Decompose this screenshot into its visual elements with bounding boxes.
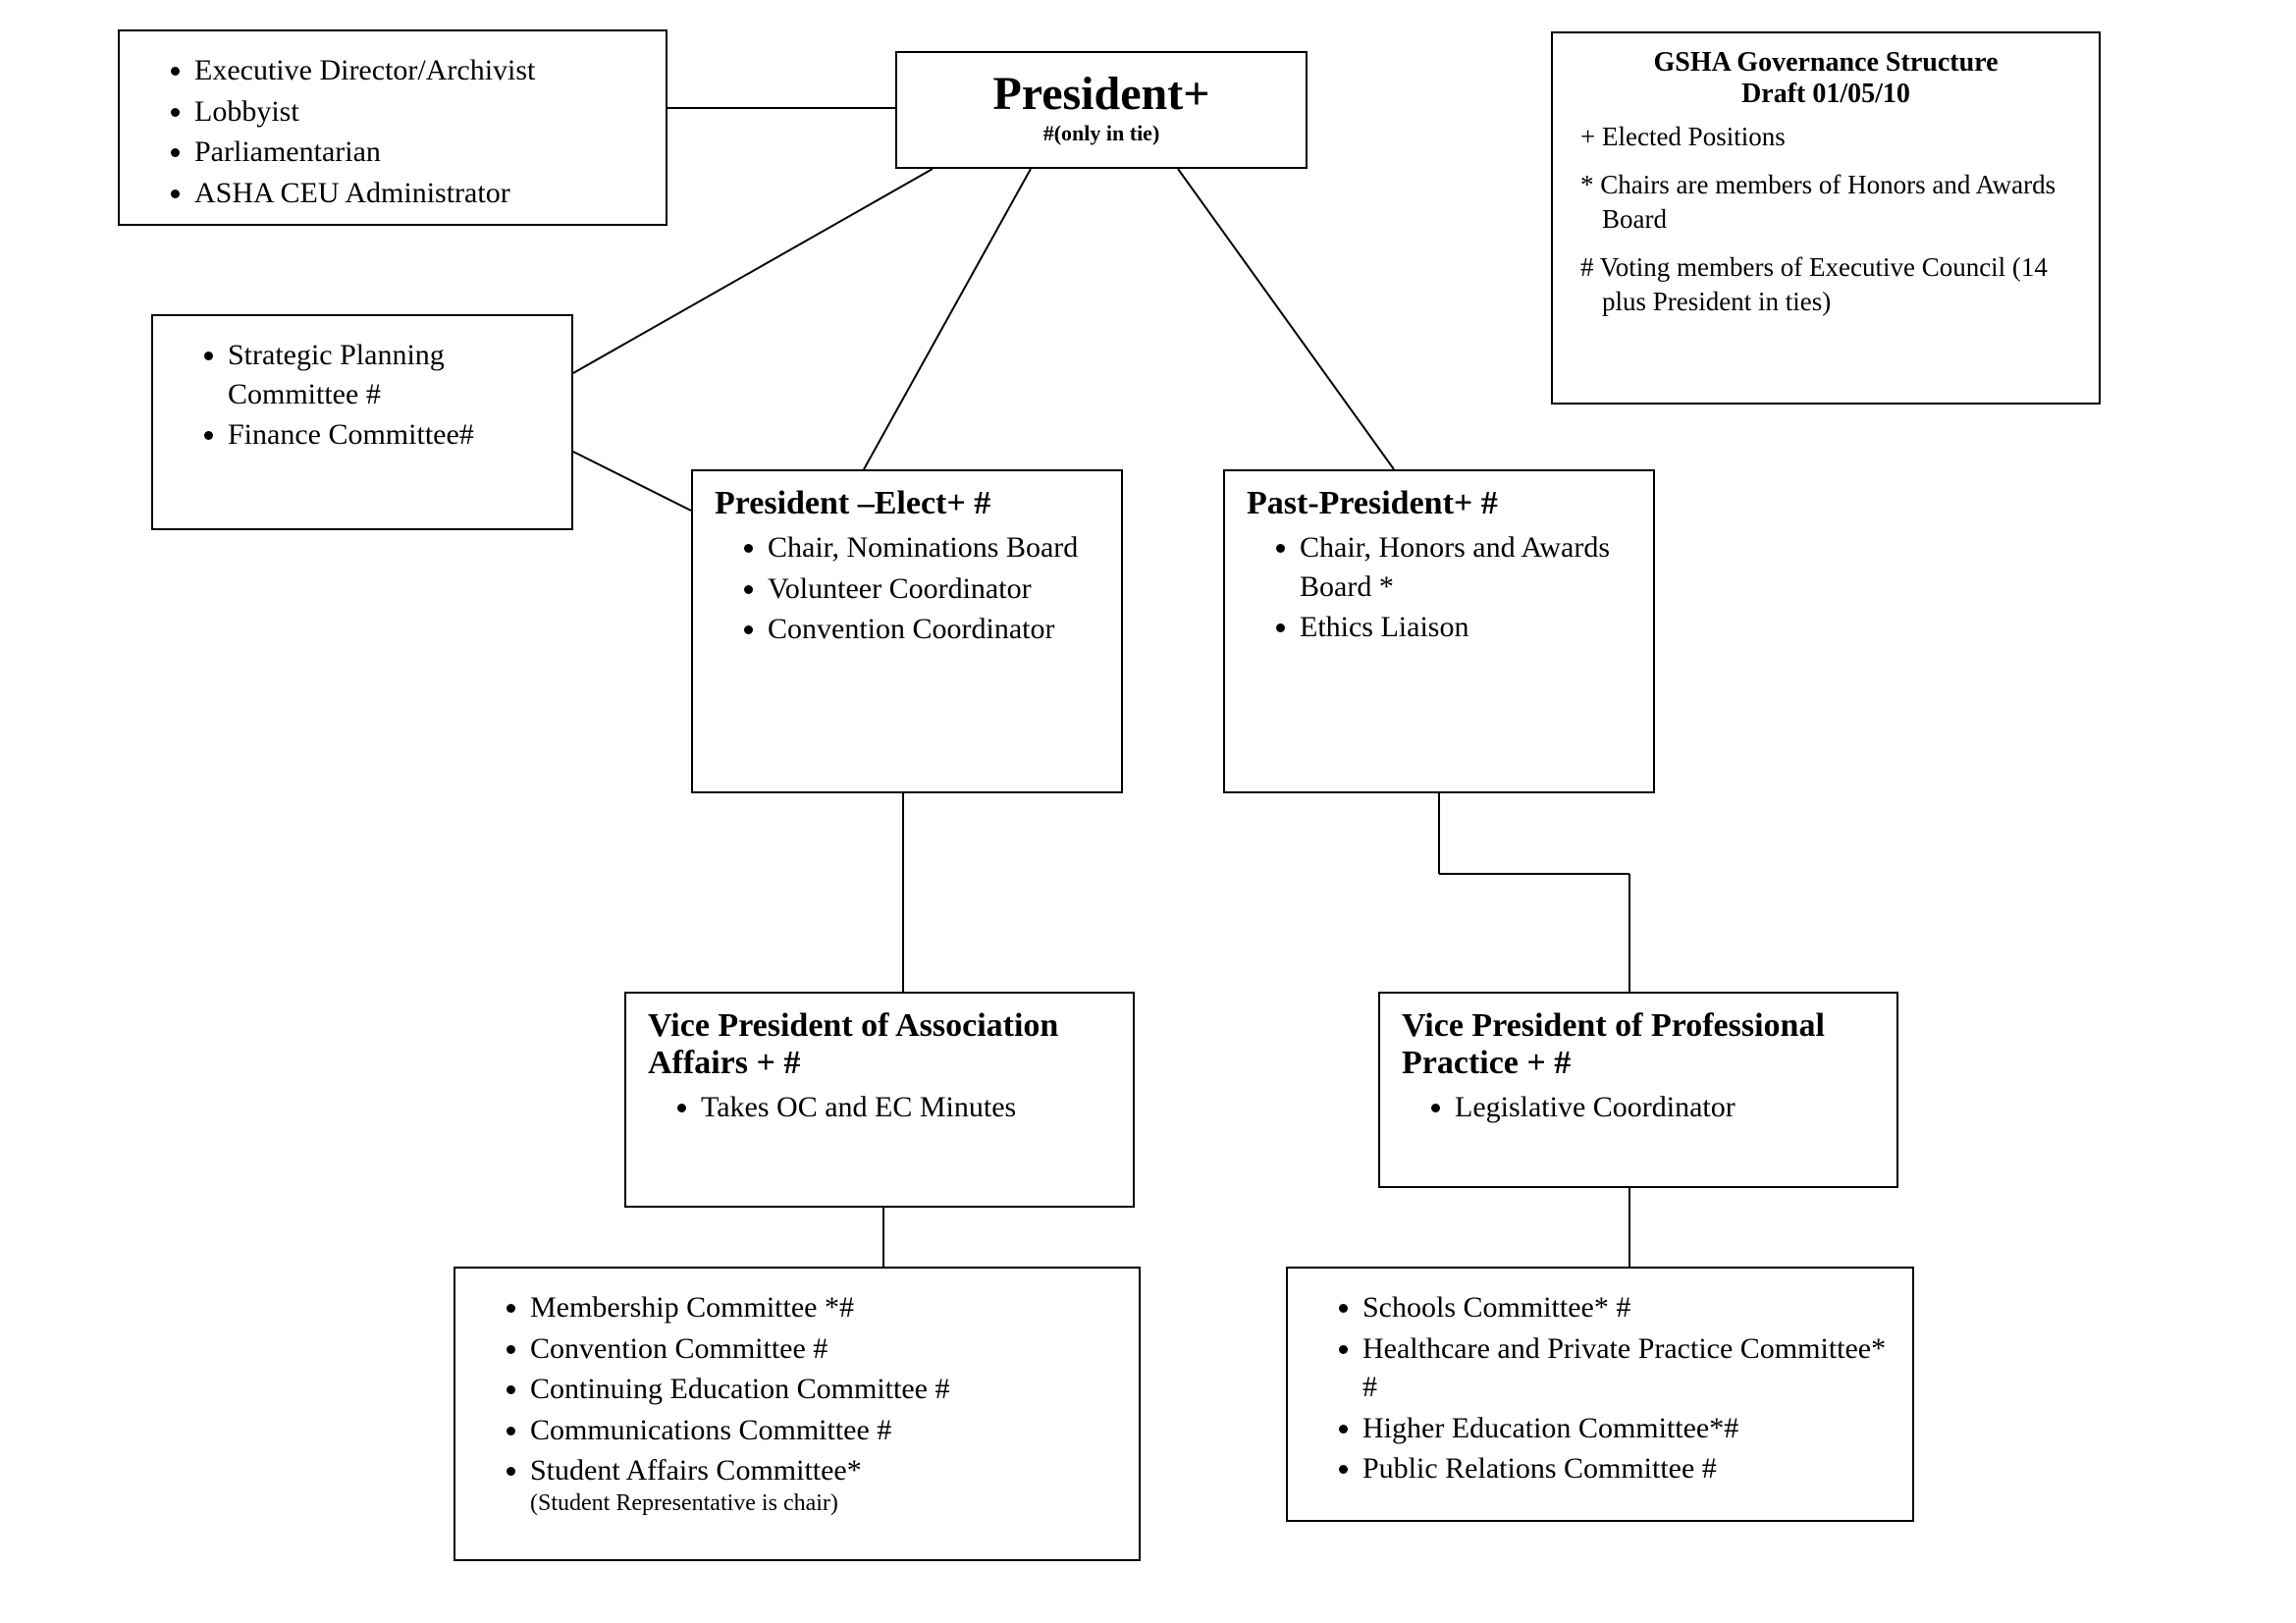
president-elect-heading: President –Elect+ # [715, 485, 1099, 522]
past-president-heading: Past-President+ # [1247, 485, 1631, 522]
support-staff-box: Executive Director/ArchivistLobbyistParl… [118, 29, 667, 226]
strategic-finance-box: Strategic Planning Committee #Finance Co… [151, 314, 573, 530]
student-rep-note: (Student Representative is chair) [530, 1490, 1117, 1517]
list-item: Schools Committee* # [1362, 1288, 1891, 1327]
strategic-finance-list: Strategic Planning Committee #Finance Co… [175, 336, 550, 455]
president-elect-box: President –Elect+ # Chair, Nominations B… [691, 469, 1123, 793]
org-chart-canvas: Executive Director/ArchivistLobbyistParl… [0, 0, 2296, 1623]
list-item: Student Affairs Committee* [530, 1451, 1117, 1490]
vp-professional-box: Vice President of Professional Practice … [1378, 992, 1898, 1188]
past-president-list: Chair, Honors and Awards Board *Ethics L… [1247, 528, 1631, 647]
list-item: Chair, Honors and Awards Board * [1300, 528, 1631, 606]
president-box: President+ #(only in tie) [895, 51, 1308, 169]
president-title: President+ [919, 67, 1284, 121]
list-item: Convention Committee # [530, 1329, 1117, 1369]
professional-committees-list: Schools Committee* #Healthcare and Priva… [1309, 1288, 1891, 1488]
vp-association-heading: Vice President of Association Affairs + … [648, 1007, 1111, 1082]
professional-committees-box: Schools Committee* #Healthcare and Priva… [1286, 1267, 1914, 1522]
list-item: Public Relations Committee # [1362, 1449, 1891, 1488]
list-item: Continuing Education Committee # [530, 1370, 1117, 1409]
list-item: ASHA CEU Administrator [194, 174, 644, 213]
list-item: Membership Committee *# [530, 1288, 1117, 1327]
legend-item: + Elected Positions [1596, 120, 2077, 154]
list-item: Strategic Planning Committee # [228, 336, 550, 413]
vp-association-box: Vice President of Association Affairs + … [624, 992, 1135, 1208]
list-item: Chair, Nominations Board [768, 528, 1099, 568]
president-elect-list: Chair, Nominations BoardVolunteer Coordi… [715, 528, 1099, 649]
president-subtitle: #(only in tie) [919, 121, 1284, 146]
list-item: Communications Committee # [530, 1411, 1117, 1450]
legend-title-2: Draft 01/05/10 [1575, 79, 2077, 110]
list-item: Finance Committee# [228, 415, 550, 455]
legend-box: GSHA Governance Structure Draft 01/05/10… [1551, 31, 2101, 405]
vp-professional-list: Legislative Coordinator [1402, 1088, 1875, 1127]
list-item: Executive Director/Archivist [194, 51, 644, 90]
list-item: Higher Education Committee*# [1362, 1409, 1891, 1448]
legend-item: # Voting members of Executive Council (1… [1596, 250, 2077, 319]
list-item: Healthcare and Private Practice Committe… [1362, 1329, 1891, 1407]
vp-association-list: Takes OC and EC Minutes [648, 1088, 1111, 1127]
legend-items: + Elected Positions * Chairs are members … [1575, 120, 2077, 319]
legend-item: * Chairs are members of Honors and Award… [1596, 168, 2077, 237]
list-item: Volunteer Coordinator [768, 569, 1099, 609]
association-committees-box: Membership Committee *#Convention Commit… [454, 1267, 1141, 1561]
list-item: Ethics Liaison [1300, 608, 1631, 647]
association-committees-list: Membership Committee *#Convention Commit… [477, 1288, 1117, 1490]
vp-professional-heading: Vice President of Professional Practice … [1402, 1007, 1875, 1082]
past-president-box: Past-President+ # Chair, Honors and Awar… [1223, 469, 1655, 793]
list-item: Takes OC and EC Minutes [701, 1088, 1111, 1127]
support-staff-list: Executive Director/ArchivistLobbyistParl… [141, 51, 644, 212]
list-item: Lobbyist [194, 92, 644, 132]
list-item: Legislative Coordinator [1455, 1088, 1875, 1127]
legend-title-1: GSHA Governance Structure [1575, 47, 2077, 79]
list-item: Convention Coordinator [768, 610, 1099, 649]
list-item: Parliamentarian [194, 133, 644, 172]
